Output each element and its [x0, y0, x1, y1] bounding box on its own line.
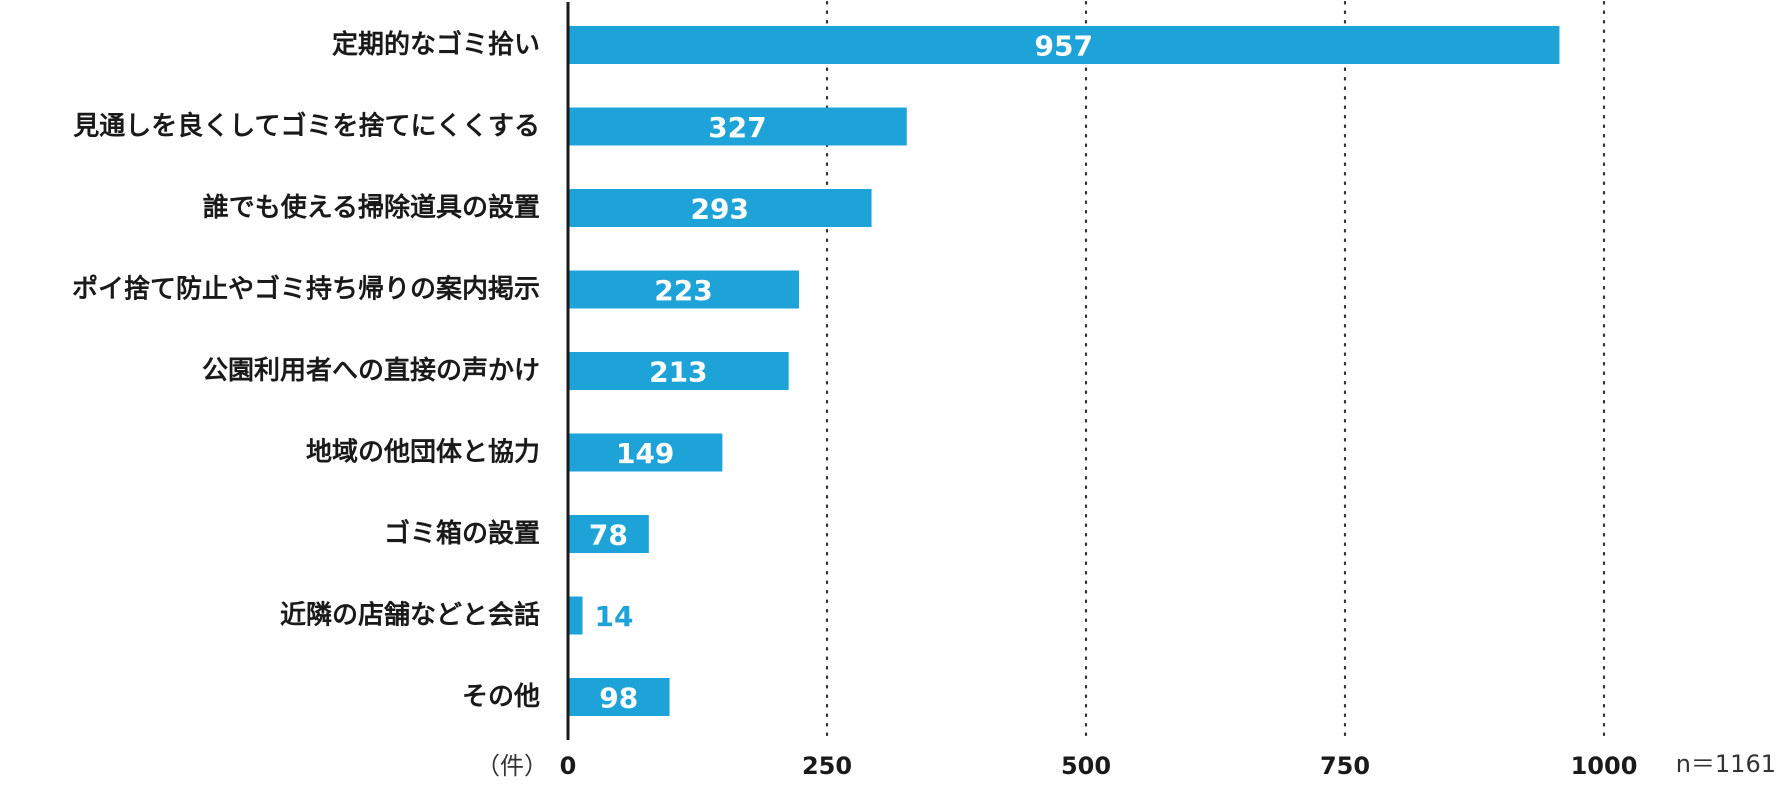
sample-size-label: n＝1161: [1676, 750, 1776, 778]
value-label: 98: [599, 682, 638, 715]
grid-lines: [825, 0, 1606, 742]
bar: [568, 107, 907, 146]
bar: [568, 270, 800, 309]
category-label: 地域の他団体と協力: [306, 438, 540, 468]
category-label: ゴミ箱の設置: [384, 518, 540, 549]
bar: [568, 189, 872, 227]
category-label: 公園利用者への直接の声かけ: [202, 356, 540, 386]
value-label: 293: [691, 193, 749, 226]
tick-label: 500: [1061, 752, 1111, 780]
tick-label: 0: [560, 752, 577, 780]
value-label: 223: [654, 274, 712, 307]
value-label: 327: [708, 111, 766, 144]
value-label: 78: [589, 519, 628, 552]
tick-label: 1000: [1571, 752, 1638, 780]
category-label: 近隣の店舗などと会話: [280, 600, 540, 631]
unit-label: （件）: [476, 752, 548, 780]
bar: [568, 26, 1560, 64]
category-labels: 定期的なゴミ拾い見通しを良くしてゴミを捨てにくくする誰でも使える掃除道具の設置ポ…: [72, 29, 540, 712]
bar: [568, 596, 583, 635]
value-labels: 957 327 293 223 213 149 78 14 98: [589, 30, 1093, 715]
value-label: 957: [1034, 30, 1092, 63]
category-label: 誰でも使える掃除道具の設置: [203, 192, 540, 223]
value-label: 213: [649, 356, 707, 389]
tick-label: 250: [802, 752, 852, 780]
value-label: 149: [616, 437, 674, 470]
category-label: 定期的なゴミ拾い: [332, 29, 540, 60]
category-label: 見通しを良くしてゴミを捨てにくくする: [73, 111, 540, 142]
x-axis-ticks: 0 250 500 750 1000: [560, 752, 1638, 780]
tick-label: 750: [1320, 752, 1370, 780]
bar: [568, 433, 723, 472]
bar: [568, 678, 670, 716]
value-label: 14: [595, 600, 634, 633]
bar: [568, 515, 649, 553]
bar: [568, 352, 789, 390]
category-label: その他: [462, 682, 540, 712]
category-label: ポイ捨て防止やゴミ持ち帰りの案内掲示: [72, 274, 540, 305]
bars: [568, 26, 1560, 716]
